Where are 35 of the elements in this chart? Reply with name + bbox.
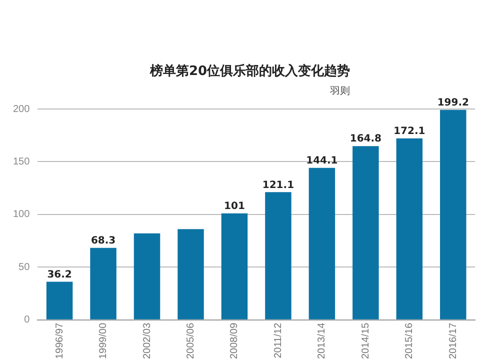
chart-title: 榜单第20位俱乐部的收入变化趋势 [148, 62, 352, 80]
x-tick-label: 1999/00 [98, 322, 110, 360]
y-tick-label: 50 [18, 262, 30, 273]
bar [90, 248, 116, 320]
data-label: 164.8 [350, 134, 382, 145]
data-label: 68.3 [90, 235, 116, 246]
x-tick-label: 2013/14 [316, 322, 328, 360]
x-tick-label: 2005/06 [185, 322, 196, 360]
text: 羽则 [330, 85, 350, 98]
data-label: 144.1 [306, 156, 338, 167]
data-label: 101 [224, 200, 245, 212]
x-tick-label: 1996/97 [54, 322, 66, 360]
bar [46, 282, 73, 320]
x-tick-label: 2016/17 [448, 322, 459, 360]
y-tick-label: 100 [12, 209, 30, 220]
x-tick-label: 2002/03 [142, 322, 153, 360]
bar [178, 229, 204, 320]
x-tick-label: 2015/16 [404, 322, 416, 360]
x-tick-label: 2014/15 [360, 322, 372, 360]
x-tick-label: 2011/12 [272, 322, 284, 358]
data-label: 172.1 [394, 126, 426, 138]
bar [308, 168, 336, 320]
bar [134, 233, 160, 320]
bar [221, 213, 248, 320]
y-tick-label: 0 [24, 314, 30, 326]
y-tick-label: 200 [12, 104, 30, 115]
bar [265, 192, 292, 320]
bar [440, 110, 466, 320]
bar [396, 138, 423, 320]
data-label: 199.2 [437, 97, 469, 108]
data-label: 121.1 [262, 180, 294, 191]
data-label: 36.2 [47, 269, 72, 280]
bar [352, 146, 379, 320]
x-tick-label: 2008/09 [229, 322, 240, 360]
y-tick-label: 150 [12, 156, 30, 168]
